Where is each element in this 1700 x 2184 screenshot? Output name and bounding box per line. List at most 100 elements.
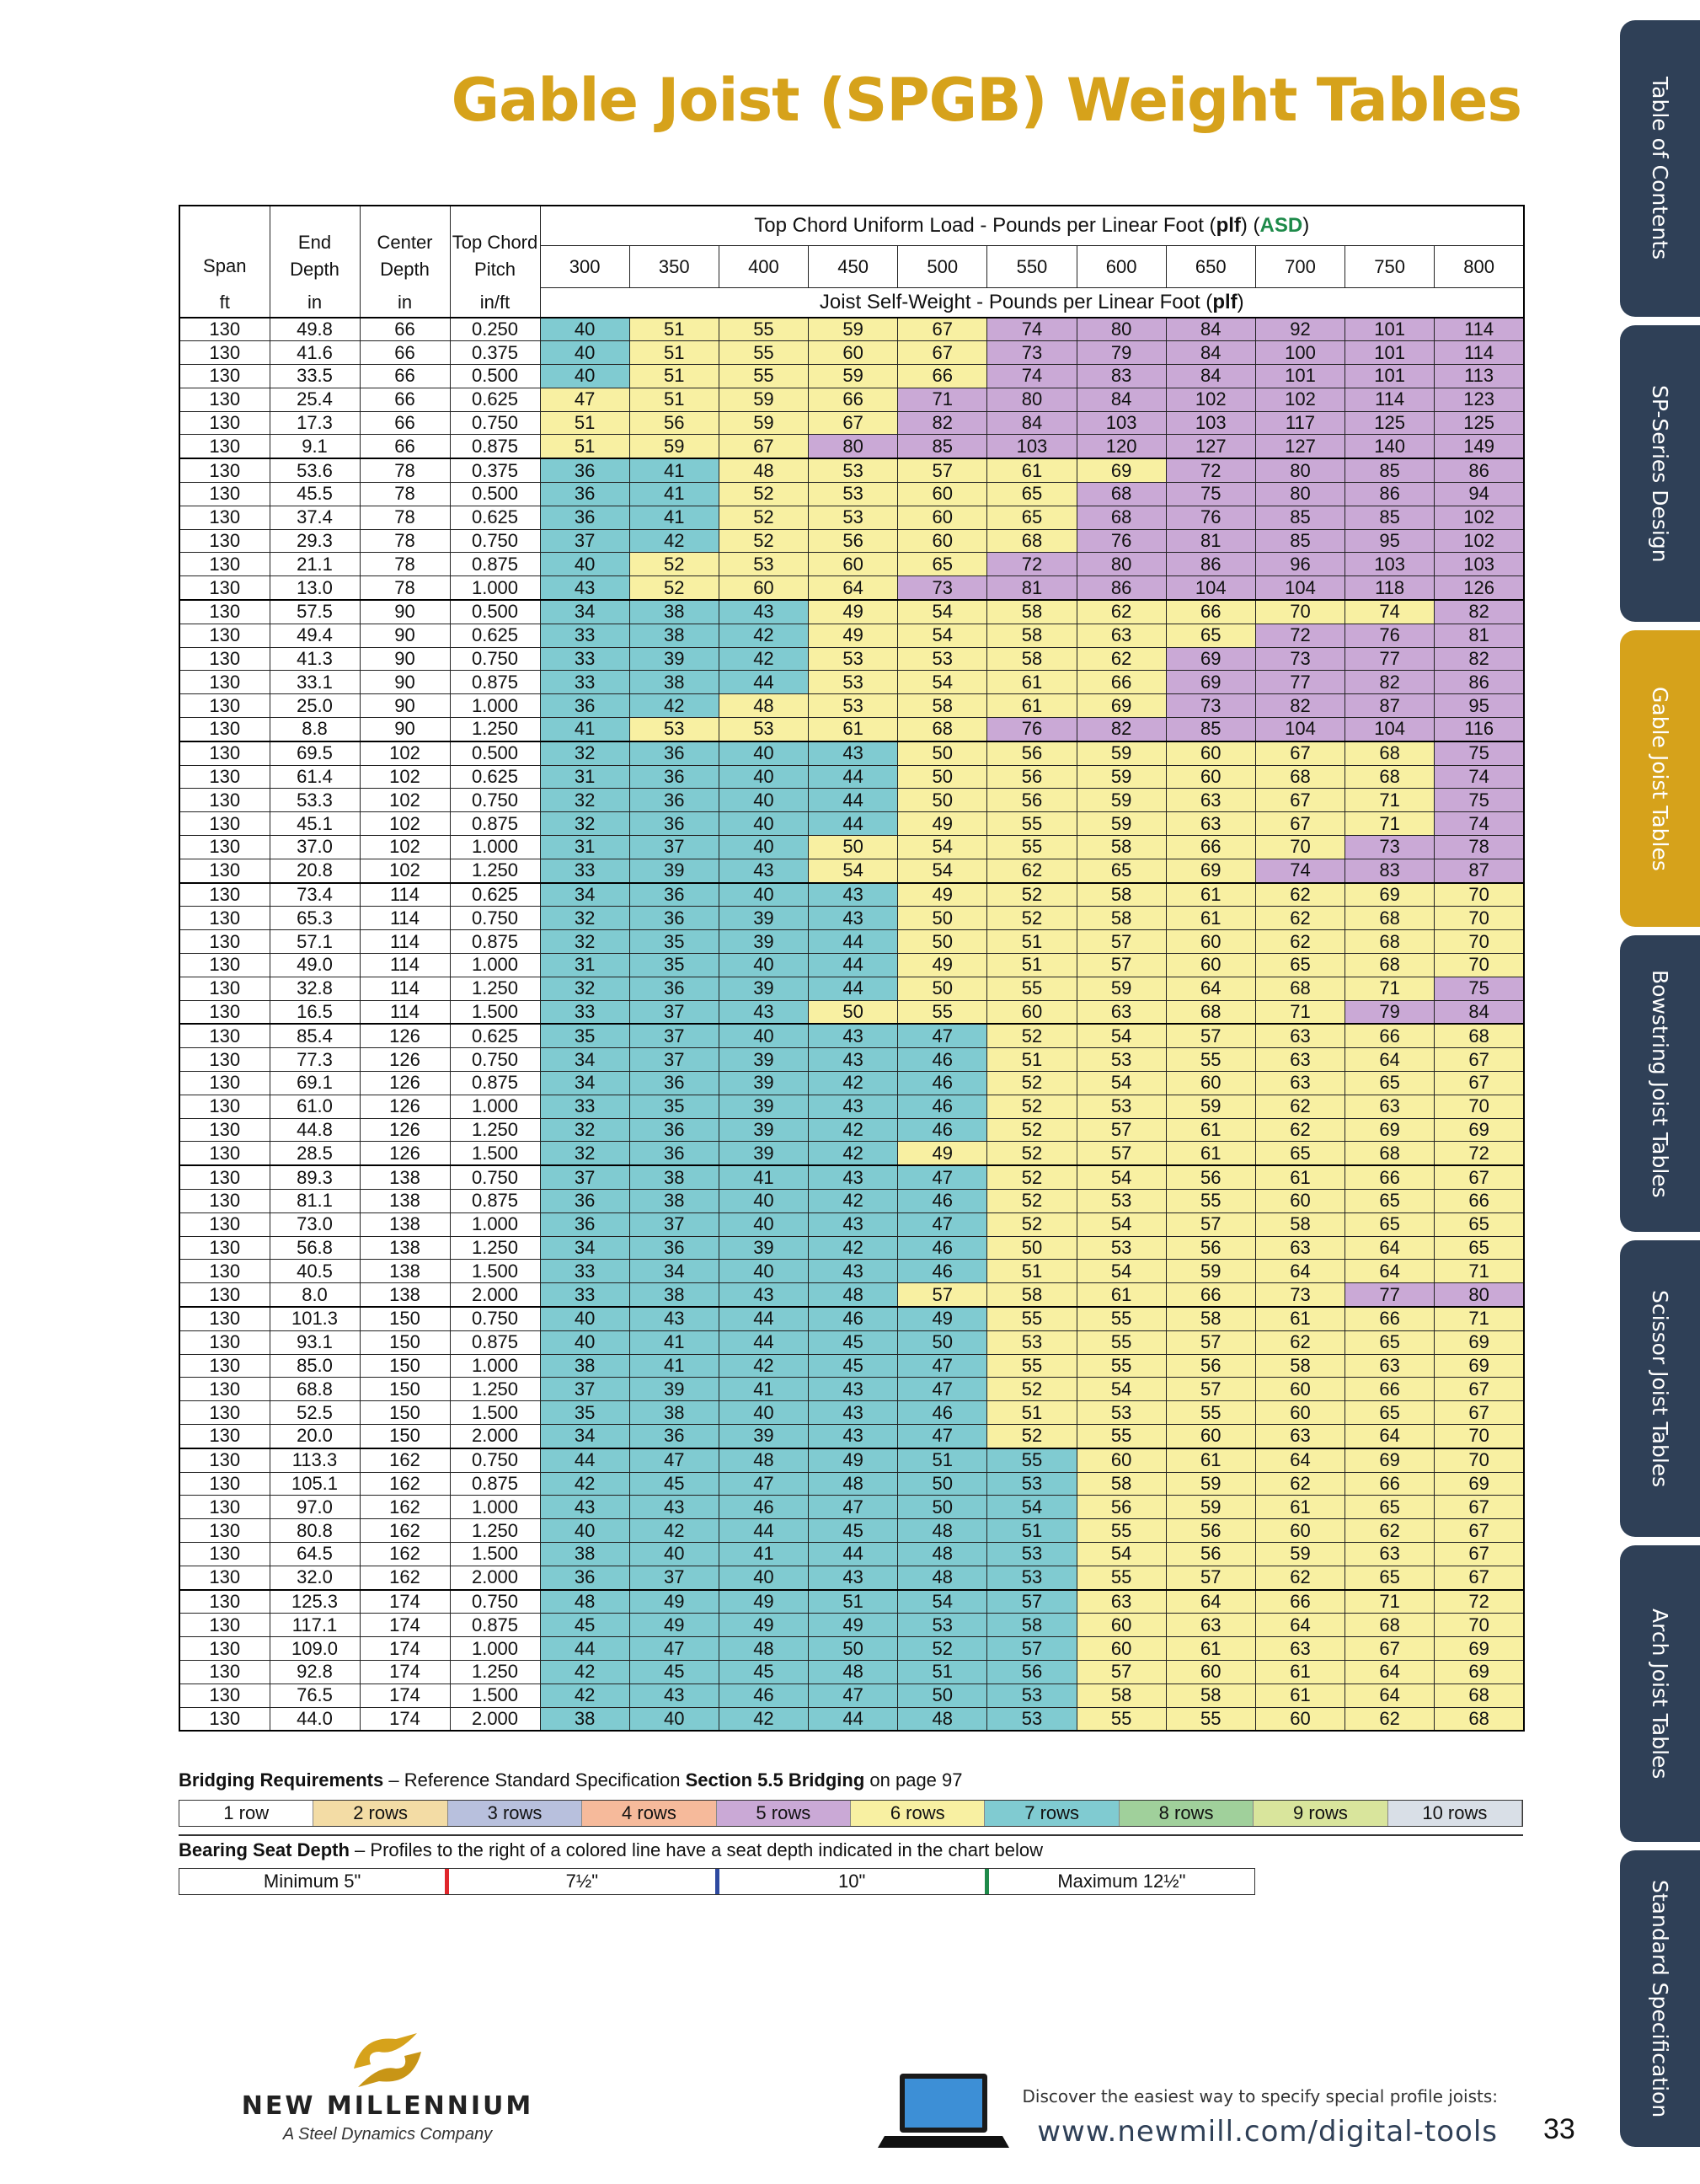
text-piece: Top Chord Uniform Load - Pounds per Line… (754, 214, 1216, 237)
weight-cell: 56 (628, 410, 719, 436)
cell: 49.4 (269, 623, 361, 648)
cell: 130 (179, 599, 270, 624)
weight-cell: 49 (897, 953, 988, 977)
weight-cell: 82 (1434, 599, 1525, 624)
weight-cell: 54 (1076, 1071, 1167, 1095)
weight-cell: 55 (1076, 1518, 1167, 1543)
weight-cell: 65 (1254, 1141, 1346, 1166)
cell: 1.500 (449, 1141, 541, 1166)
tab-label: Standard Specification (1648, 1879, 1672, 2118)
cell: 1.000 (449, 1495, 541, 1520)
side-tab[interactable]: Standard Specification (1620, 1850, 1700, 2147)
header-row: 300 350 400 450 500 550 600 650 700 750 800 (179, 245, 1525, 288)
weight-cell: 59 (1076, 788, 1167, 813)
weight-cell: 79 (1076, 340, 1167, 366)
promo-url[interactable]: www.newmill.com/digital-tools (1037, 2115, 1498, 2149)
weight-cell: 36 (539, 482, 630, 506)
weight-cell: 32 (539, 1117, 630, 1143)
weight-cell: 59 (718, 410, 810, 436)
cell: 1.500 (449, 1400, 541, 1425)
weight-cell: 86 (1165, 552, 1256, 577)
weight-cell: 66 (897, 364, 988, 388)
company-name: NEW MILLENNIUM (241, 2091, 534, 2121)
weight-cell: 64 (1165, 1588, 1256, 1614)
table-row: 130 57.1 114 0.875 32 35 39 44 50 51 57 60 62 68 70 (179, 929, 1525, 955)
text-piece: ) ( (1240, 214, 1260, 237)
weight-cell: 48 (718, 693, 810, 719)
weight-cell: 36 (628, 881, 719, 907)
weight-cell: 60 (897, 505, 988, 530)
cell: 0.875 (449, 929, 541, 955)
weight-cell: 104 (1344, 717, 1435, 742)
weight-cell: 70 (1434, 1423, 1525, 1449)
cell: 162 (359, 1471, 451, 1496)
weight-cell: 43 (808, 1212, 899, 1237)
weight-cell: 47 (808, 1683, 899, 1708)
weight-cell: 48 (808, 1282, 899, 1308)
weight-cell: 70 (1434, 953, 1525, 977)
weight-cell: 123 (1434, 387, 1525, 412)
weight-cell: 55 (718, 340, 810, 366)
weight-cell: 118 (1344, 575, 1435, 601)
cell: 130 (179, 764, 270, 790)
weight-cell: 44 (718, 1305, 810, 1331)
side-tab[interactable]: Scissor Joist Tables (1620, 1240, 1700, 1537)
cell: 69.1 (269, 1071, 361, 1095)
weight-cell: 39 (628, 646, 719, 672)
side-tab[interactable]: Arch Joist Tables (1620, 1545, 1700, 1842)
weight-cell: 59 (1076, 740, 1167, 766)
table-row: 130 8.8 90 1.250 41 53 53 61 68 76 82 85 104 104 116 (179, 717, 1525, 742)
weight-cell: 102 (1434, 505, 1525, 530)
weight-cell: 61 (1254, 1683, 1346, 1708)
weight-cell: 39 (718, 1423, 810, 1449)
weight-cell: 75 (1434, 976, 1525, 1001)
cell: 66 (359, 340, 451, 366)
cell: 130 (179, 505, 270, 530)
legend-item: 6 rows (851, 1801, 986, 1826)
cell: 0.375 (449, 340, 541, 366)
table-row: 130 125.3 174 0.750 48 49 49 51 54 57 63 64 66 71 72 (179, 1588, 1525, 1614)
weight-cell: 58 (1165, 1305, 1256, 1331)
side-tab[interactable]: SP-Series Design (1620, 325, 1700, 622)
weight-cell: 53 (1076, 1188, 1167, 1213)
cell: 0.625 (449, 881, 541, 907)
weight-cell: 40 (539, 364, 630, 388)
weight-cell: 43 (718, 599, 810, 624)
legend-item: 9 rows (1254, 1801, 1388, 1826)
weight-cell: 69 (1165, 646, 1256, 672)
weight-cell: 63 (1076, 623, 1167, 648)
weight-cell: 80 (1254, 458, 1346, 484)
weight-cell: 60 (1254, 1377, 1346, 1402)
weight-cell: 57 (1165, 1330, 1256, 1355)
weight-cell: 65 (1254, 953, 1346, 977)
weight-cell: 36 (628, 764, 719, 790)
side-tab[interactable]: Gable Joist Tables (1620, 630, 1700, 927)
cell: 138 (359, 1164, 451, 1190)
cell: 78 (359, 552, 451, 577)
weight-cell: 65 (1344, 1212, 1435, 1237)
weight-cell: 84 (986, 410, 1077, 436)
cell: 0.375 (449, 458, 541, 484)
side-tab[interactable]: Bowstring Joist Tables (1620, 935, 1700, 1232)
weight-cell: 41 (628, 505, 719, 530)
weight-cell: 69 (1344, 881, 1435, 907)
tab-label: Table of Contents (1648, 77, 1672, 260)
weight-cell: 85 (1254, 528, 1346, 554)
weight-cell: 55 (986, 835, 1077, 859)
weight-cell: 43 (808, 1023, 899, 1049)
weight-cell: 52 (628, 575, 719, 601)
weight-cell: 68 (1076, 482, 1167, 506)
weight-cell: 33 (539, 623, 630, 648)
weight-cell: 53 (986, 1565, 1077, 1591)
cell: 66 (359, 387, 451, 412)
weight-cell: 46 (897, 1047, 988, 1072)
cell: 130 (179, 906, 270, 931)
cell: 114 (359, 929, 451, 955)
side-tab[interactable]: Table of Contents (1620, 20, 1700, 317)
weight-cell: 55 (986, 1353, 1077, 1378)
cell: 105.1 (269, 1471, 361, 1496)
weight-cell: 38 (539, 1706, 630, 1732)
weight-cell: 80 (986, 387, 1077, 412)
cell: 20.0 (269, 1423, 361, 1449)
weight-cell: 41 (628, 458, 719, 484)
